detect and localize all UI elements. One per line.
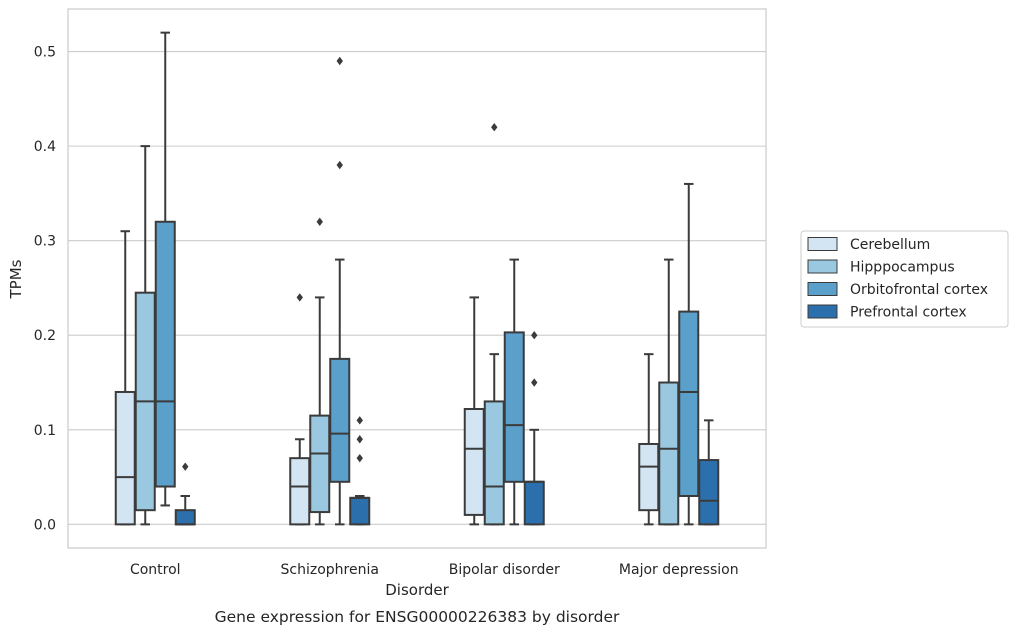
outlier-point <box>336 56 343 66</box>
box-body <box>309 414 331 514</box>
box-orbitofrontal-cortex <box>678 182 700 526</box>
box-body <box>658 381 680 526</box>
box-orbitofrontal-cortex <box>503 258 525 526</box>
outlier-point <box>531 378 538 387</box>
x-axis-label: Disorder <box>385 581 449 599</box>
box-orbitofrontal-cortex <box>154 31 176 507</box>
x-tick-label: Schizophrenia <box>281 562 379 578</box>
legend-frame <box>800 230 1009 328</box>
box-body <box>483 400 505 526</box>
x-tick-label: Bipolar disorder <box>449 562 560 578</box>
outlier-point <box>336 160 343 170</box>
box-body <box>638 442 660 512</box>
box-cerebellum <box>463 296 485 526</box>
legend-label: Prefrontal cortex <box>850 305 967 321</box>
legend-swatch <box>807 304 838 319</box>
y-tick-label: 0.5 <box>34 45 56 61</box>
outlier-point <box>356 453 363 463</box>
box-hipppocampus <box>309 217 331 526</box>
box-body <box>463 407 485 516</box>
box-prefrontal-cortex <box>349 416 371 526</box>
y-tick-label: 0.4 <box>34 139 56 155</box>
chart-caption: Gene expression for ENSG00000226383 by d… <box>215 608 620 626</box>
box-body <box>349 496 371 526</box>
box-hipppocampus <box>483 123 505 526</box>
box-prefrontal-cortex <box>174 462 196 526</box>
y-tick-label: 0.2 <box>34 328 56 344</box>
y-tick-label: 0.0 <box>34 517 56 533</box>
outlier-point <box>531 331 538 340</box>
x-tick-label: Control <box>130 562 181 578</box>
legend: Cerebellum Hipppocampus Orbitofrontal cort… <box>800 230 1009 328</box>
legend-swatch <box>807 237 838 251</box>
box-orbitofrontal-cortex <box>329 56 351 526</box>
box-body <box>114 390 136 526</box>
outlier-point <box>356 435 363 444</box>
legend-label: Hipppocampus <box>850 260 955 276</box>
legend-label: Orbitofrontal cortex <box>850 282 988 298</box>
outlier-point <box>356 416 363 425</box>
box-groups <box>114 31 720 526</box>
x-tick-label: Major depression <box>619 562 739 578</box>
legend-label: Cerebellum <box>850 237 930 253</box>
box-cerebellum <box>114 230 136 526</box>
box-body <box>154 220 176 488</box>
box-body <box>678 310 700 497</box>
outlier-point <box>316 217 323 226</box>
y-tick-label: 0.3 <box>34 234 56 250</box>
legend-swatch <box>807 282 838 296</box>
box-body <box>289 457 311 526</box>
box-prefrontal-cortex <box>523 331 545 526</box>
outlier-point <box>296 293 303 302</box>
box-prefrontal-cortex <box>698 419 720 526</box>
y-tick-labels: 0.0 0.1 0.2 0.3 0.4 0.5 <box>34 45 56 534</box>
y-tick-label: 0.1 <box>34 423 56 439</box>
box-body <box>174 509 196 526</box>
y-axis-label: TPMs <box>7 259 25 299</box>
box-body <box>503 331 525 483</box>
outlier-point <box>491 123 498 132</box>
plot-frame <box>67 8 767 549</box>
legend-swatch <box>807 259 838 274</box>
outlier-point <box>182 462 189 471</box>
box-cerebellum <box>638 353 660 526</box>
box-body <box>698 459 720 526</box>
box-body <box>523 480 545 526</box>
x-tick-labels: Control Schizophrenia Bipolar disorder Majo… <box>130 562 739 578</box>
box-hipppocampus <box>134 145 156 526</box>
box-body <box>329 357 351 483</box>
